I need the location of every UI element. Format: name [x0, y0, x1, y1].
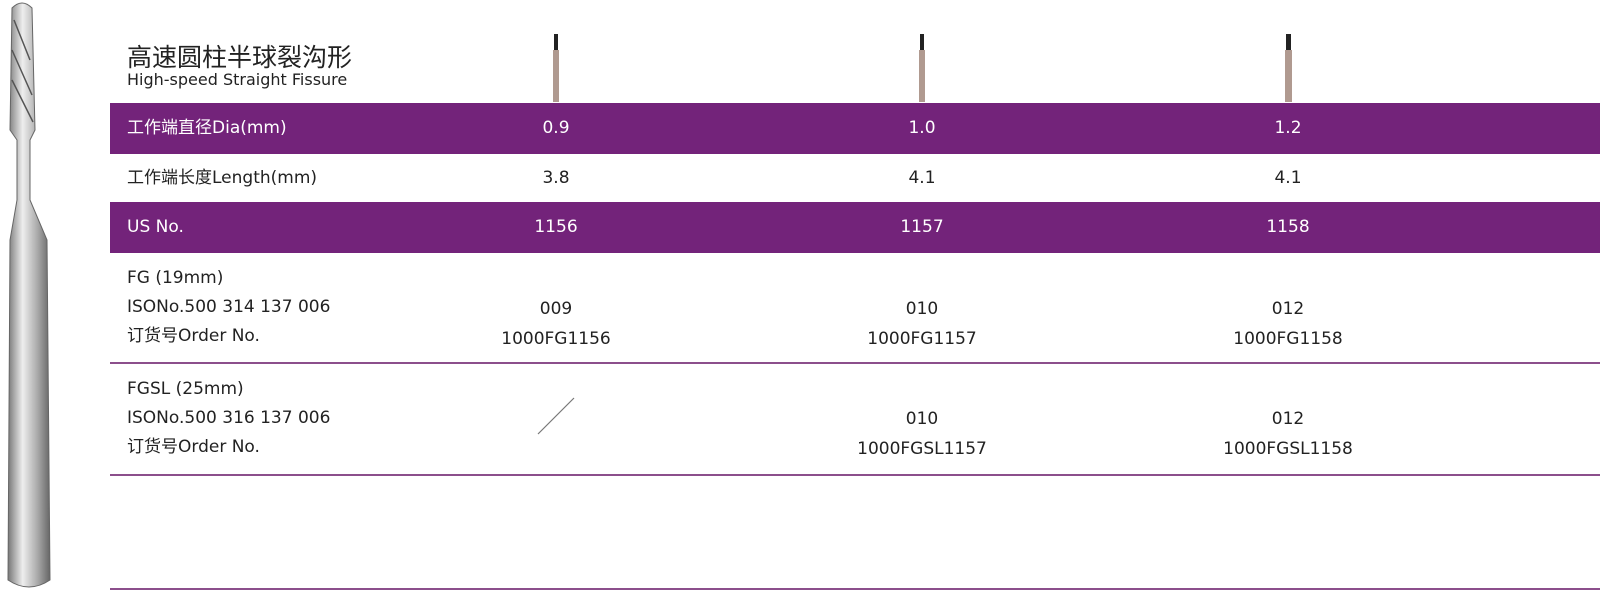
- title: 高速圆柱半球裂沟形: [127, 43, 353, 72]
- bur-icon: [919, 34, 925, 102]
- cell-text: 1000FG1157: [867, 328, 977, 349]
- empty-slash: [537, 397, 575, 435]
- cell-text: 1.0: [908, 118, 936, 138]
- bur-icon: [553, 34, 559, 102]
- cell-text: 1158: [1266, 217, 1310, 237]
- bottom-rule: [110, 588, 1600, 590]
- cell-text: 012: [1271, 298, 1305, 319]
- row-rule: [110, 362, 1600, 364]
- row-label: 订货号Order No.: [127, 326, 260, 346]
- cell-text: 1000FGSL1158: [1223, 439, 1353, 459]
- cell-text: 010: [905, 409, 939, 429]
- cell-text: 1000FG1156: [501, 328, 611, 349]
- row-label: ISONo.500 314 137 006: [127, 297, 331, 317]
- cell-text: 3.8: [542, 167, 570, 188]
- cell-text: 1156: [534, 217, 578, 237]
- cell-text: 010: [905, 298, 939, 319]
- bur-image: [7, 2, 51, 588]
- row-label: FG (19mm): [127, 268, 224, 288]
- cell-text: 4.1: [908, 167, 936, 188]
- row-label: ISONo.500 316 137 006: [127, 407, 331, 428]
- cell-text: 009: [539, 298, 573, 319]
- row-band: [110, 103, 1600, 154]
- row-label: 订货号Order No.: [127, 436, 260, 457]
- row-label: US No.: [127, 217, 184, 237]
- cell-text: 0.9: [542, 118, 570, 138]
- row-label: 工作端直径Dia(mm): [127, 118, 287, 138]
- cell-text: 4.1: [1274, 167, 1302, 188]
- subtitle: High-speed Straight Fissure: [127, 70, 348, 89]
- row-label: 工作端长度Length(mm): [127, 167, 318, 188]
- cell-text: 1000FG1158: [1233, 328, 1343, 349]
- bur-icons: [553, 34, 1292, 102]
- cell-text: 1157: [900, 217, 944, 237]
- row-band: [110, 202, 1600, 253]
- cell-text: 1000FGSL1157: [857, 439, 987, 459]
- cell-text: 012: [1271, 409, 1305, 429]
- cell-text: 1.2: [1274, 118, 1302, 138]
- bur-icon: [1285, 34, 1292, 102]
- row-rule: [110, 474, 1600, 476]
- row-label: FGSL (25mm): [127, 378, 244, 399]
